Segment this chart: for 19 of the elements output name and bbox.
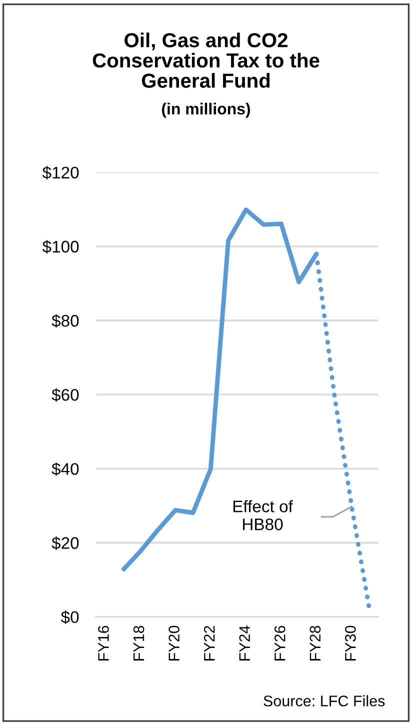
y-tick-label: $40 bbox=[52, 462, 79, 476]
chart-subtitle: (in millions) bbox=[162, 102, 250, 118]
y-tick-label: $0 bbox=[60, 610, 79, 624]
y-tick-label: $80 bbox=[52, 314, 79, 328]
x-tick-label: FY18 bbox=[133, 626, 144, 660]
y-tick-label: $100 bbox=[42, 240, 79, 254]
source-note: Source: LFC Files bbox=[264, 695, 385, 706]
y-tick-label: $60 bbox=[52, 388, 79, 402]
y-tick-label: $120 bbox=[42, 166, 79, 180]
annotation: Effect of HB80 bbox=[233, 500, 293, 530]
chart-title: Oil, Gas and CO2 Conservation Tax to the General Fund bbox=[92, 32, 320, 88]
x-tick-label: FY28 bbox=[310, 626, 321, 660]
x-tick-label: FY20 bbox=[168, 626, 180, 660]
x-tick-label: FY24 bbox=[239, 626, 250, 660]
x-tick-label: FY16 bbox=[98, 626, 109, 660]
x-tick-label: FY30 bbox=[345, 626, 356, 660]
y-tick-label: $20 bbox=[52, 536, 79, 550]
x-tick-label: FY22 bbox=[204, 626, 215, 660]
x-tick-label: FY26 bbox=[274, 626, 286, 660]
